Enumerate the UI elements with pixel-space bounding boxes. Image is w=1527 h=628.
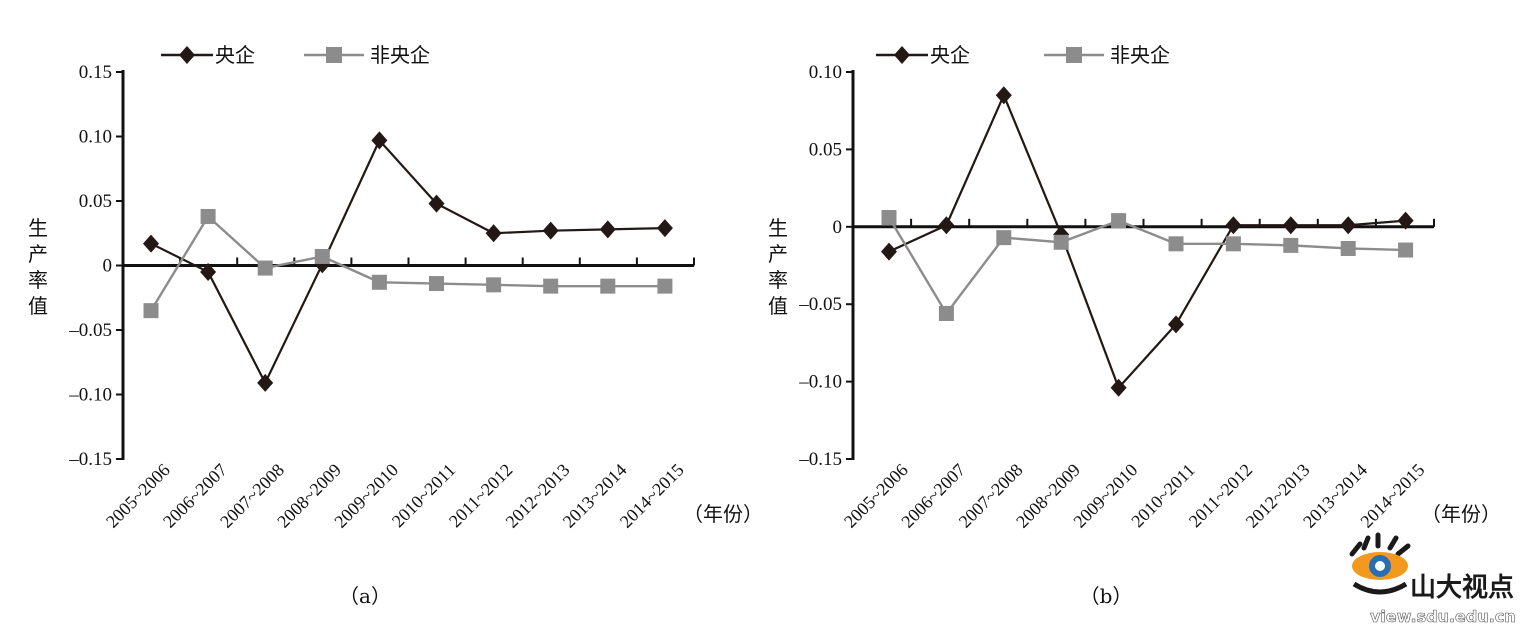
- chart-panel-a: 0.150.100.050–0.05–0.10–0.152005~2006200…: [28, 43, 763, 608]
- data-point-diamond: [656, 219, 673, 238]
- data-point-square: [257, 260, 273, 276]
- y-tick-label: 0.10: [809, 62, 842, 83]
- data-point-square: [1283, 237, 1299, 253]
- data-point-square: [1225, 236, 1241, 252]
- watermark-logo: 山大视点 view.sdu.edu.cn: [1349, 532, 1516, 626]
- data-point-square: [371, 274, 387, 290]
- data-point-diamond: [314, 255, 331, 274]
- y-tick-label: –0.15: [798, 449, 842, 470]
- data-point-square: [1340, 240, 1356, 256]
- data-point-square: [486, 277, 502, 293]
- legend-square-icon: [1066, 47, 1082, 63]
- data-point-diamond: [428, 194, 445, 213]
- y-axis-label: 生产率值: [768, 216, 788, 318]
- panel-caption: （a）: [339, 584, 391, 608]
- data-point-diamond: [1168, 315, 1184, 334]
- data-point-diamond: [371, 131, 388, 150]
- legend: 央企 非央企: [876, 43, 1170, 67]
- series-line-non-central-soe: [887, 216, 1406, 316]
- y-tick-label: 0.10: [79, 127, 112, 148]
- legend-label-non-central-soe: 非央企: [1110, 43, 1170, 67]
- series-line-central-soe: [888, 92, 1406, 390]
- y-axis-label: 生产率值: [28, 216, 48, 318]
- data-point-diamond: [995, 86, 1012, 105]
- y-tick-label: –0.10: [798, 372, 842, 393]
- data-point-square: [657, 278, 673, 294]
- data-point-square: [938, 305, 954, 321]
- data-point-square: [543, 278, 559, 294]
- data-point-square: [881, 210, 897, 226]
- y-tick-label: 0: [103, 256, 113, 277]
- legend-label-central-soe: 央企: [215, 43, 255, 67]
- data-point-diamond: [938, 216, 955, 235]
- y-tick-label: 0.05: [79, 191, 112, 212]
- data-point-diamond: [1110, 378, 1127, 397]
- data-point-square: [1053, 234, 1069, 250]
- legend: 央企 非央企: [161, 43, 430, 67]
- data-point-diamond: [485, 224, 502, 243]
- data-point-square: [429, 276, 444, 292]
- eye-logo-icon: [1349, 532, 1411, 595]
- data-point-square: [143, 303, 159, 319]
- data-point-square: [1398, 242, 1414, 258]
- data-point-square: [600, 278, 616, 294]
- series-line-non-central-soe: [149, 214, 665, 312]
- data-point-diamond: [542, 221, 559, 240]
- y-tick-label: 0: [833, 217, 843, 238]
- data-point-diamond: [1282, 216, 1299, 235]
- data-point-diamond: [1397, 211, 1414, 230]
- data-point-diamond: [1225, 216, 1242, 235]
- data-point-diamond: [881, 242, 897, 261]
- chart-panel-b: 0.100.050–0.05–0.10–0.152005~20062006~20…: [768, 43, 1501, 608]
- y-tick-label: –0.05: [68, 320, 112, 341]
- data-point-square: [996, 230, 1012, 246]
- legend-label-non-central-soe: 非央企: [370, 43, 430, 67]
- data-point-diamond: [599, 220, 616, 239]
- panel-caption: （b）: [1080, 584, 1133, 608]
- data-point-diamond: [143, 234, 159, 253]
- y-tick-label: 0.15: [79, 62, 112, 83]
- data-point-square: [200, 208, 216, 224]
- watermark-url: view.sdu.edu.cn: [1370, 607, 1516, 626]
- legend-diamond-icon: [179, 46, 195, 64]
- x-axis-unit-label: （年份）: [683, 502, 763, 526]
- y-tick-label: 0.05: [809, 139, 842, 160]
- y-tick-label: –0.10: [68, 385, 112, 406]
- watermark-title: 山大视点: [1410, 572, 1514, 603]
- y-tick-label: –0.05: [798, 294, 842, 315]
- data-point-square: [314, 248, 330, 264]
- legend-label-central-soe: 央企: [930, 43, 970, 67]
- legend-diamond-icon: [894, 46, 910, 64]
- data-point-diamond: [1340, 216, 1357, 235]
- data-point-diamond: [257, 373, 274, 392]
- x-axis-unit-label: （年份）: [1421, 502, 1501, 526]
- data-point-square: [1111, 213, 1127, 229]
- y-tick-label: –0.15: [68, 449, 112, 470]
- data-point-square: [1168, 236, 1184, 252]
- series-line-central-soe: [150, 138, 665, 386]
- legend-square-icon: [326, 47, 342, 63]
- data-point-diamond: [200, 262, 217, 281]
